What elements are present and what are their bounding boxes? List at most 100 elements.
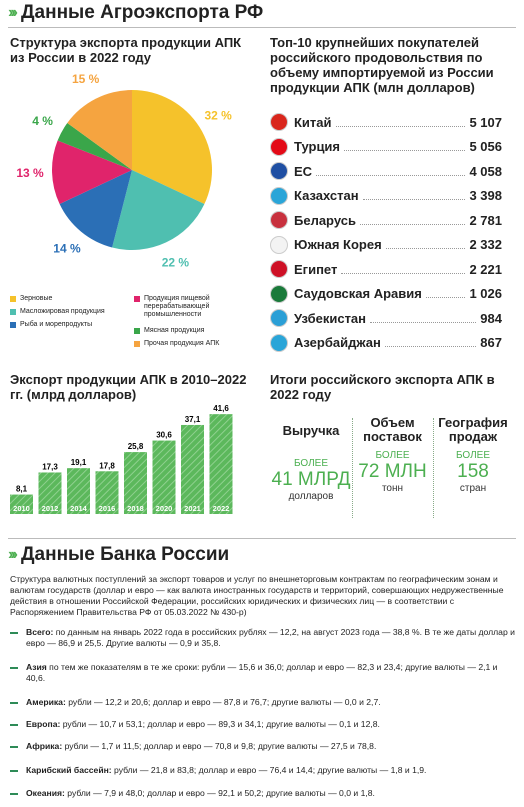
pie-slice bbox=[67, 90, 132, 170]
section-header-bank: ››› Данные Банка России bbox=[8, 544, 229, 566]
section-title: Данные Банка России bbox=[20, 544, 230, 565]
buyer-value: 1 026 bbox=[469, 286, 502, 301]
bullet-dash bbox=[10, 724, 18, 726]
flag-icon bbox=[270, 162, 288, 180]
bank-item-label: Америка: bbox=[26, 697, 66, 707]
bank-item-body: рубли — 7,9 и 48,0; доллар и евро — 92,1… bbox=[64, 788, 375, 798]
chevrons-icon: ››› bbox=[8, 4, 18, 21]
result-unit: тонн bbox=[381, 483, 404, 494]
legend-label: Масложировая продукция bbox=[20, 308, 105, 315]
legend-swatch bbox=[10, 309, 16, 315]
bank-item-text: Азия по тем же показателям в те же сроки… bbox=[26, 662, 516, 684]
bar-chart-title: Экспорт продукции АПК в 2010–2022 гг. (м… bbox=[10, 372, 247, 402]
section-header-agroexport: ››› Данные Агроэкспорта РФ bbox=[8, 2, 263, 24]
bar-value-label: 30,6 bbox=[156, 431, 172, 440]
result-revenue: Выручка БОЛЕЕ 41 МЛРД долларов bbox=[270, 416, 352, 520]
pie-slice-label: 14 % bbox=[53, 242, 81, 256]
legend-swatch bbox=[134, 328, 140, 334]
bullet-dash bbox=[10, 667, 18, 669]
bar-category-label: 2022 bbox=[213, 504, 230, 513]
result-unit: долларов bbox=[288, 491, 334, 502]
pie-slice-label: 15 % bbox=[72, 72, 100, 86]
result-value: 72 МЛН bbox=[358, 461, 427, 482]
buyer-value: 867 bbox=[480, 335, 502, 350]
bullet-dash bbox=[10, 632, 18, 634]
pie-slice bbox=[59, 170, 133, 248]
bar-value-label: 17,3 bbox=[42, 462, 58, 471]
pie-slice bbox=[52, 140, 133, 205]
bank-item-body: по тем же показателям в те же сроки: руб… bbox=[26, 662, 498, 683]
buyer-row: Южная Корея 2 332 bbox=[270, 233, 502, 257]
pie-slice-label: 32 % bbox=[204, 108, 232, 122]
legend-item: Прочая продукция АПК bbox=[134, 340, 254, 348]
result-value: 41 МЛРД bbox=[271, 469, 351, 490]
buyer-row: Азербайджан 867 bbox=[270, 331, 502, 355]
legend-item: Продукция пищевой перерабатывающей промы… bbox=[134, 295, 234, 319]
chevrons-icon: ››› bbox=[8, 546, 18, 563]
buyer-value: 5 056 bbox=[469, 139, 502, 154]
buyer-row: Саудовская Аравия 1 026 bbox=[270, 282, 502, 306]
buyer-value: 3 398 bbox=[469, 188, 502, 203]
bar-value-label: 41,6 bbox=[213, 404, 229, 413]
leader-dots bbox=[385, 248, 466, 249]
buyer-value: 984 bbox=[480, 310, 502, 326]
bank-item-body: рубли — 12,2 и 20,6; доллар и евро — 87,… bbox=[65, 697, 381, 707]
result-head: География продаж bbox=[438, 415, 508, 444]
result-unit: стран bbox=[459, 483, 487, 494]
bullet-dash bbox=[10, 746, 18, 748]
bank-item: Карибский бассейн: рубли — 21,8 и 83,8; … bbox=[10, 765, 516, 776]
bank-item-body: рубли — 10,7 и 53,1; доллар и евро — 89,… bbox=[60, 719, 380, 729]
divider bbox=[8, 27, 516, 28]
legend-swatch bbox=[10, 322, 16, 328]
buyer-name: Узбекистан bbox=[294, 310, 367, 326]
flag-icon bbox=[270, 284, 288, 303]
buyer-name: Египет bbox=[294, 261, 338, 277]
bank-item-label: Африка: bbox=[26, 741, 63, 751]
bank-item: Азия по тем же показателям в те же сроки… bbox=[10, 662, 516, 684]
bank-item: Америка: рубли — 12,2 и 20,6; доллар и е… bbox=[10, 697, 516, 708]
buyer-value: 4 058 bbox=[469, 163, 502, 179]
buyer-name: Беларусь bbox=[294, 212, 356, 228]
bar bbox=[38, 472, 62, 514]
result-volume: Объем поставок БОЛЕЕ 72 МЛН тонн bbox=[352, 416, 433, 520]
buyer-name: Саудовская Аравия bbox=[294, 286, 422, 301]
legend-swatch bbox=[10, 296, 16, 302]
buyer-value: 5 107 bbox=[469, 114, 502, 130]
buyers-title: Топ-10 крупнейших покупателей российског… bbox=[270, 35, 494, 95]
results-title: Итоги российского экспорта АПК в 2022 го… bbox=[270, 372, 495, 402]
legend-swatch bbox=[134, 296, 140, 302]
buyer-value: 2 781 bbox=[469, 212, 502, 228]
pie-slice bbox=[112, 170, 205, 250]
legend-label: Рыба и морепродукты bbox=[20, 321, 93, 328]
pie-slice bbox=[57, 122, 132, 170]
bar-category-label: 2018 bbox=[127, 504, 144, 513]
buyer-name: Казахстан bbox=[294, 188, 359, 203]
leader-dots bbox=[359, 223, 466, 225]
leader-dots bbox=[344, 150, 466, 151]
bar-value-label: 8,1 bbox=[16, 485, 28, 494]
bank-item-body: рубли — 21,8 и 83,8; доллар и евро — 76,… bbox=[111, 765, 427, 775]
result-head: Выручка bbox=[282, 423, 340, 438]
bar bbox=[181, 424, 204, 514]
result-more: БОЛЕЕ bbox=[375, 450, 410, 461]
result-more: БОЛЕЕ bbox=[455, 450, 491, 461]
buyer-row: ЕС 4 058 bbox=[270, 159, 502, 183]
bank-item-text: Европа: рубли — 10,7 и 53,1; доллар и ев… bbox=[26, 719, 380, 730]
legend-swatch bbox=[134, 341, 140, 347]
pie-slice bbox=[132, 90, 212, 205]
bullet-dash bbox=[10, 702, 18, 704]
buyer-name: Азербайджан bbox=[294, 335, 381, 350]
bank-item-body: рубли — 1,7 и 11,5; доллар и евро — 70,8… bbox=[62, 741, 377, 751]
flag-icon bbox=[270, 309, 288, 327]
bank-item-text: Всего: по данным на январь 2022 года в р… bbox=[26, 627, 516, 649]
bank-intro: Структура валютных поступлений за экспор… bbox=[10, 574, 504, 617]
pie-slice-label: 13 % bbox=[16, 166, 44, 180]
result-more: БОЛЕЕ bbox=[293, 458, 329, 469]
bar bbox=[152, 440, 176, 514]
bank-item-label: Азия bbox=[26, 662, 47, 672]
bank-item-text: Африка: рубли — 1,7 и 11,5; доллар и евр… bbox=[26, 741, 376, 752]
bank-item-text: Океания: рубли — 7,9 и 48,0; доллар и ев… bbox=[26, 788, 375, 799]
bar bbox=[10, 494, 33, 514]
pie-title: Структура экспорта продукции АПК из Росс… bbox=[10, 35, 242, 65]
bank-item-text: Карибский бассейн: рубли — 21,8 и 83,8; … bbox=[26, 765, 426, 776]
